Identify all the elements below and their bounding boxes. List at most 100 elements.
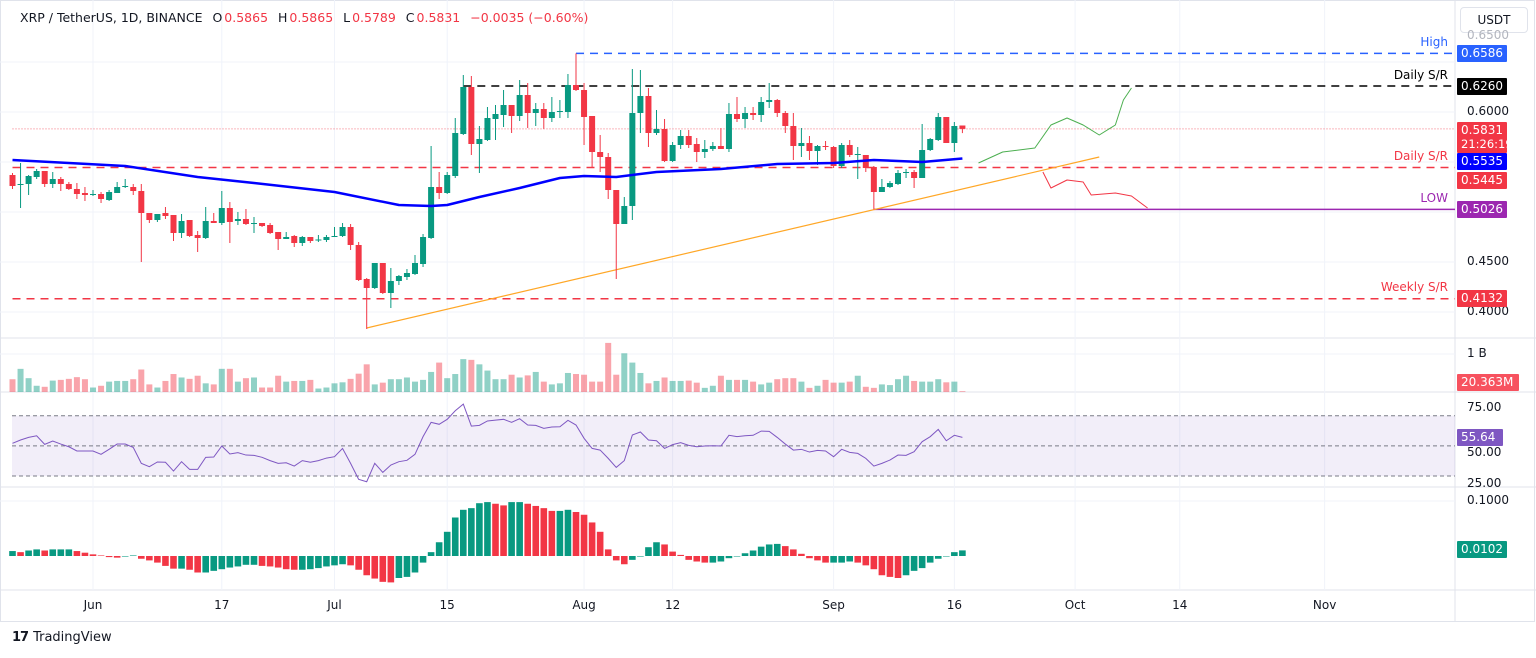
candle-body [251, 223, 257, 224]
candle-body [613, 190, 620, 224]
time-axis-label: Sep [822, 598, 845, 612]
volume-bar [581, 374, 588, 392]
candle-body [65, 184, 72, 189]
macd-histogram-bar [89, 554, 97, 556]
macd-histogram-bar [460, 509, 467, 556]
time-axis-label: Jun [83, 598, 103, 612]
volume-bar [548, 384, 555, 392]
candle-body [597, 152, 604, 157]
macd-histogram-bar [564, 509, 572, 556]
candle-body [548, 112, 555, 118]
daily-sr-top-price-tag: 0.6260 [1457, 78, 1507, 95]
macd-histogram-bar [500, 505, 507, 556]
candle-body [90, 194, 96, 195]
macd-histogram-bar [307, 556, 314, 570]
volume-bar [492, 379, 499, 392]
candle-body [878, 187, 885, 192]
candle-body [146, 213, 153, 220]
macd-histogram-bar [194, 556, 201, 573]
bar-countdown: 21:26:19 [1461, 137, 1513, 151]
candle-body [395, 276, 402, 281]
candle-body [41, 171, 48, 184]
volume-bar [822, 379, 829, 392]
volume-bar [57, 379, 64, 392]
macd-histogram-bar [862, 556, 870, 566]
candle-body [516, 95, 523, 116]
macd-histogram-bar [250, 556, 258, 565]
volume-bar [750, 381, 757, 392]
macd-histogram-bar [379, 556, 387, 582]
candle-body [693, 144, 700, 152]
macd-histogram-bar [371, 556, 379, 579]
volume-bar [299, 380, 306, 392]
candle-body [210, 221, 217, 223]
candle-body [725, 114, 732, 149]
macd-histogram-bar [451, 517, 459, 556]
macd-histogram-bar [476, 503, 483, 556]
candle-body [49, 179, 56, 184]
time-axis-label: Oct [1064, 598, 1086, 612]
candle-body [951, 126, 958, 143]
volume-tick: 1 B [1467, 346, 1487, 360]
candle-body [186, 220, 193, 236]
candle-body [895, 173, 901, 184]
high-label: H [278, 10, 288, 25]
volume-bar [65, 378, 72, 392]
volume-bar [500, 379, 507, 392]
macd-histogram-bar [226, 556, 234, 568]
candle-body [122, 186, 129, 187]
candle-body [412, 263, 418, 274]
macd-histogram-bar [532, 505, 540, 556]
volume-bar [9, 379, 16, 392]
volume-bar [532, 371, 539, 392]
candle-body [581, 90, 588, 117]
candle-body [742, 113, 749, 119]
trendline [366, 156, 1100, 329]
projection-down-path [1042, 171, 1148, 209]
volume-bar [170, 374, 177, 392]
candle-body [701, 149, 708, 152]
candle-body [911, 172, 918, 178]
candle-body [886, 183, 893, 187]
volume-bar [242, 378, 249, 392]
candle-body [259, 223, 266, 226]
macd-histogram-bar [951, 552, 958, 556]
volume-bar [621, 353, 628, 392]
macd-histogram-bar [331, 556, 338, 566]
macd-histogram-bar [411, 556, 419, 573]
volume-bar [645, 383, 652, 392]
low-price-tag: 0.5026 [1457, 201, 1507, 218]
macd-histogram-bar [105, 556, 113, 558]
macd-histogram-bar [154, 556, 161, 563]
volume-bar [540, 381, 547, 392]
volume-bar [138, 369, 145, 392]
volume-bar [935, 379, 942, 392]
volume-bar [637, 372, 644, 392]
volume-bar [597, 381, 604, 392]
volume-bar [186, 378, 193, 392]
moving-average-line [12, 157, 963, 208]
candle-body [677, 136, 684, 145]
candle-body [379, 263, 386, 293]
macd-histogram-bar [299, 556, 306, 570]
candle-body [355, 245, 362, 280]
macd-histogram-bar [733, 556, 741, 557]
macd-histogram-bar [403, 556, 411, 577]
price-tick: 0.6500 [1467, 28, 1509, 42]
high-value: 0.5865 [289, 10, 334, 25]
macd-last-tag: 0.0102 [1457, 541, 1507, 558]
macd-histogram-bar [97, 555, 105, 556]
tradingview-logo[interactable]: 𝟭𝟳 TradingView [12, 630, 112, 645]
price-tick: 0.6000 [1467, 104, 1509, 118]
candle-body [903, 172, 910, 173]
volume-bar [73, 377, 80, 392]
currency-button[interactable]: USDT [1460, 7, 1528, 33]
candle-body [234, 219, 241, 221]
volume-bar [130, 379, 137, 392]
volume-bar [919, 381, 926, 392]
candle-body [959, 125, 966, 129]
volume-bar [709, 385, 716, 392]
macd-histogram-bar [508, 502, 515, 556]
candle-body [403, 273, 410, 277]
